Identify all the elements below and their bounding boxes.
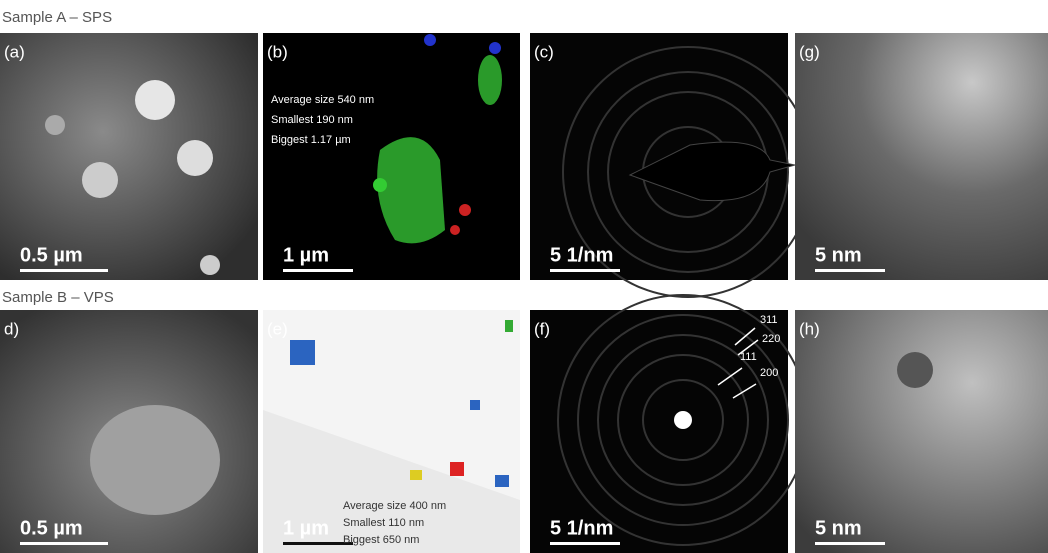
figure: Sample A – SPS (a) 0.5 µm (b) 1 µm Average si…	[0, 0, 1048, 553]
scale-bar	[550, 269, 620, 272]
panel-note: Biggest 650 nm	[343, 534, 419, 546]
scale-label: 0.5 µm	[20, 244, 83, 266]
panel-note: Biggest 1.17 µm	[271, 134, 351, 146]
panel-letter: (g)	[799, 42, 820, 61]
panel-letter: (c)	[534, 42, 554, 61]
scale-label: 5 nm	[815, 517, 862, 539]
scale-bar	[283, 269, 353, 272]
scale-bar	[20, 542, 108, 545]
row-label: Sample A – SPS	[2, 9, 112, 26]
scale-bar	[815, 269, 885, 272]
ring-index: 200	[760, 367, 778, 379]
panel-letter: (b)	[267, 42, 288, 61]
panel-note: Average size 400 nm	[343, 500, 446, 512]
ring-index: 311	[760, 314, 778, 326]
ring-index: 111	[740, 351, 757, 363]
panel-letter: (e)	[267, 319, 288, 338]
panel-letter: (f)	[534, 319, 550, 338]
scale-bar	[550, 542, 620, 545]
panel-letter: (a)	[4, 42, 25, 61]
scale-bar	[20, 269, 108, 272]
scale-label: 0.5 µm	[20, 517, 83, 539]
panel-letter: d)	[4, 319, 19, 338]
panel-letter: (h)	[799, 319, 820, 338]
panel-images	[0, 33, 1048, 553]
scale-label: 5 nm	[815, 244, 862, 266]
scale-label: 1 µm	[283, 244, 329, 266]
scale-bar	[815, 542, 885, 545]
ring-index: 220	[762, 333, 780, 345]
scale-label: 5 1/nm	[550, 244, 613, 266]
scale-label: 1 µm	[283, 517, 329, 539]
row-label: Sample B – VPS	[2, 289, 114, 306]
panel-note: Smallest 110 nm	[343, 517, 424, 529]
panel-note: Smallest 190 nm	[271, 114, 353, 126]
panel-note: Average size 540 nm	[271, 94, 374, 106]
scale-label: 5 1/nm	[550, 517, 613, 539]
